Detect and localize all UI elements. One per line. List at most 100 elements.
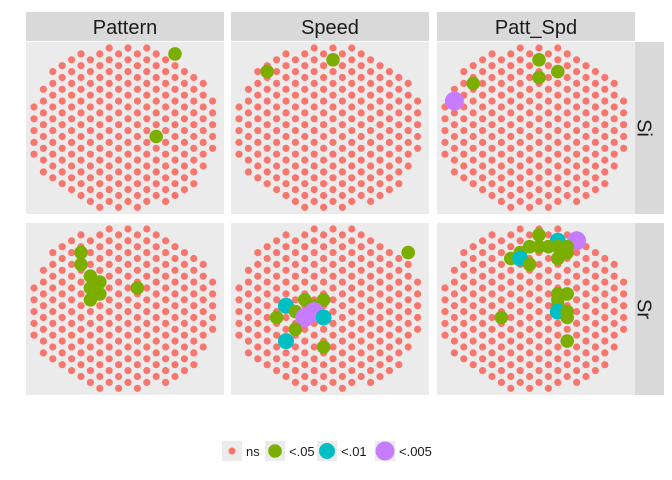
electrode-point-ns [404,331,412,339]
electrode-point-ns [180,260,188,268]
electrode-point-ns [469,97,477,105]
electrode-point-ns [86,150,94,158]
electrode-point-ns [376,180,384,188]
electrode-point-ns [469,144,477,152]
electrode-point-ns [30,103,38,111]
electrode-point-ns [124,378,132,386]
electrode-point-ns [320,325,328,333]
electrode-point-ns [282,191,290,200]
electrode-point-ns [301,266,309,274]
electrode-point-ns [301,180,309,188]
electrode-point-ns [180,272,188,280]
electrode-point-ns [582,337,590,345]
electrode-point-ns [68,103,76,111]
electrode-point-ns [357,313,365,322]
electrode-point-ns [310,103,318,111]
electrode-point-ns [244,325,252,333]
electrode-point-ns [563,85,571,93]
electrode-point-ns [105,150,113,158]
electrode-point-ns [152,109,160,117]
electrode-point-ns [49,68,57,76]
electrode-point-ns [488,243,496,251]
legend-label: <.01 [341,444,367,459]
electrode-point-ns [488,254,496,263]
electrode-point-ns [544,302,553,310]
panel-pattern-sr [26,223,224,395]
electrode-point-ns [105,68,113,76]
electrode-point-ns [115,180,123,188]
electrode-point-ns [573,343,581,351]
electrode-point-ns [162,150,170,158]
electrode-point-ns [348,284,356,292]
electrode-point-ns [395,73,403,82]
electrode-point-ns [199,308,207,316]
electrode-point-ns [310,56,318,64]
electrode-point-ns [180,249,188,257]
electrode-point-ns [526,372,534,381]
electrode-point-ns [573,284,581,292]
electrode-point-ns [507,372,515,381]
electrode-point-ns [105,162,113,170]
electrode-point-ns [180,150,188,158]
electrode-point-ns [301,85,309,93]
electrode-point-ns [209,302,217,310]
electrode-point-ns [404,319,412,327]
electrode-point-ns [96,73,104,82]
electrode-point-ns [115,109,123,117]
electrode-point-ns [77,144,85,152]
electrode-point-ns [601,290,609,298]
electrode-point-ns [367,308,375,316]
electrode-point-ns [610,343,618,351]
electrode-point-ns [573,174,581,182]
electrode-point-ns [348,103,356,111]
electrode-point-ns [488,132,496,141]
electrode-point-ns [516,319,524,327]
electrode-point-ns [329,115,337,123]
electrode-point-ns [58,85,66,93]
electrode-point-ns [526,384,534,392]
electrode-point-ns [450,278,458,286]
electrode-point-ns [171,97,179,105]
electrode-point-ns [563,266,571,274]
electrode-point-ns [582,313,590,322]
electrode-point-ns [516,237,524,245]
electrode-point-ns [610,115,618,123]
electrode-point-p05 [326,53,340,67]
electrode-point-ns [460,296,468,304]
electrode-point-ns [39,337,48,345]
electrode-point-ns [385,174,393,182]
electrode-point-ns [143,225,151,233]
electrode-point-ns [610,162,618,170]
electrode-point-ns [338,313,346,322]
electrode-point-ns [469,266,477,274]
legend-entry-p05: <.05 [265,441,315,461]
electrode-point-ns [133,50,141,58]
electrode-point-ns [591,260,600,268]
electrode-point-ns [563,132,571,141]
electrode-point-ns [507,203,515,211]
electrode-point-ns [601,337,609,345]
electrode-point-ns [124,115,132,123]
electrode-point-ns [68,79,76,87]
electrode-point-ns [338,349,346,357]
electrode-point-ns [563,361,571,369]
electrode-point-ns [291,68,299,76]
electrode-point-ns [526,337,534,345]
electrode-point-ns [68,343,76,351]
electrode-point-ns [367,378,375,386]
electrode-point-ns [124,79,132,87]
electrode-point-ns [162,68,170,76]
electrode-point-ns [320,144,328,152]
electrode-point-ns [376,144,384,152]
electrode-point-ns [152,180,160,188]
electrode-point-ns [86,91,94,99]
legend-label: <.005 [399,444,432,459]
electrode-point-ns [320,243,328,251]
electrode-point-ns [190,266,198,274]
electrode-point-ns [488,325,496,333]
electrode-point-ns [263,97,271,105]
electrode-point-ns [582,361,590,369]
legend: ns <.05 <.01 <.005 [222,441,432,461]
electrode-point-ns [133,73,141,82]
